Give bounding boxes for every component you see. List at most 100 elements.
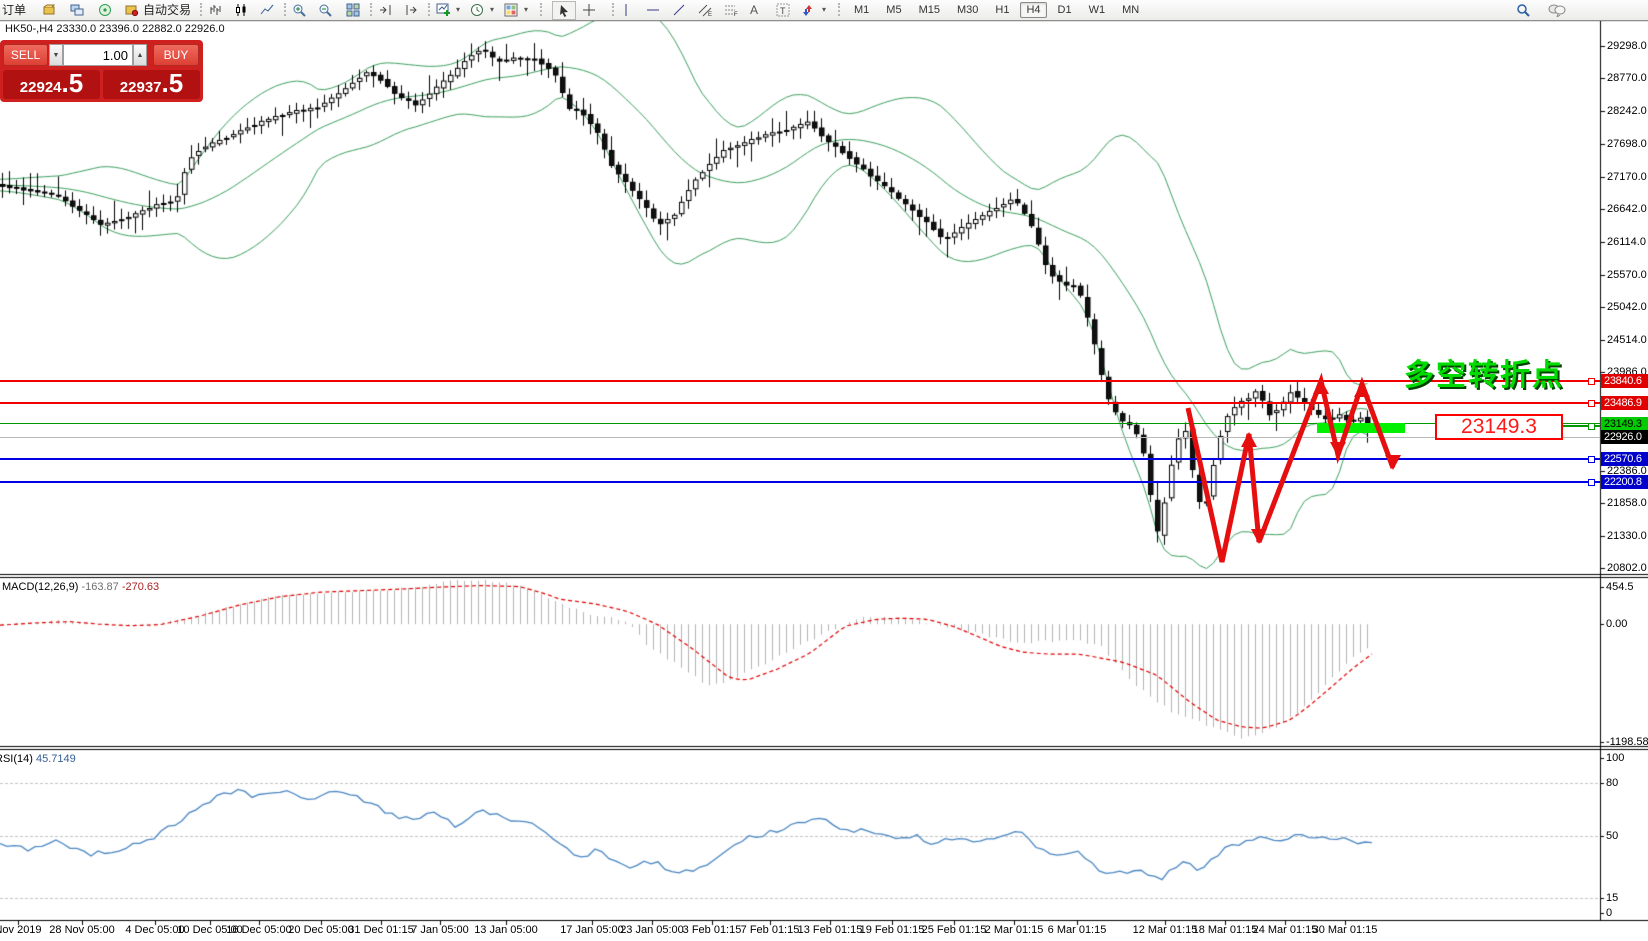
one-click-trading-panel: SELL ▼ ▲ BUY 22924.5 22937.5 bbox=[0, 40, 203, 102]
macd-value-main: -163.87 bbox=[81, 581, 119, 593]
rsi-scale-label: 50 bbox=[1606, 830, 1619, 842]
hline-current-price[interactable] bbox=[0, 436, 1600, 438]
trendline-tool[interactable] bbox=[672, 1, 686, 18]
timeframe-h1[interactable]: H1 bbox=[995, 3, 1010, 16]
autotrade-button[interactable]: 自动交易 bbox=[124, 1, 191, 18]
turning-point-annotation[interactable]: 多空转折点 bbox=[1404, 359, 1564, 392]
price-tick-label: 26642.0 bbox=[1607, 203, 1647, 216]
price-tick-label: 26114.0 bbox=[1607, 235, 1646, 248]
time-axis-label: 6 Mar 01:15 bbox=[1047, 924, 1107, 936]
sell-button[interactable]: SELL bbox=[3, 44, 48, 66]
price-callout[interactable]: 23149.3 bbox=[1435, 414, 1563, 440]
zoom-out-icon[interactable] bbox=[318, 1, 333, 18]
timeframe-m5[interactable]: M5 bbox=[886, 3, 902, 16]
hline-resistance-2[interactable] bbox=[0, 402, 1600, 405]
timeframe-d1[interactable]: D1 bbox=[1057, 3, 1072, 16]
timeframe-m15[interactable]: M15 bbox=[918, 3, 940, 16]
buy-price-dec: .5 bbox=[161, 68, 184, 98]
tile-windows-icon[interactable] bbox=[346, 1, 361, 18]
price-badge-current-price: 22926.0 bbox=[1601, 430, 1648, 445]
svg-text:T: T bbox=[780, 6, 786, 16]
search-icon[interactable] bbox=[1516, 1, 1531, 18]
price-tick-label: 29298.0 bbox=[1607, 40, 1647, 52]
price-tick-label: 22386.0 bbox=[1607, 464, 1647, 477]
time-axis-label: 19 Feb 01:15 bbox=[859, 924, 925, 936]
data-window-icon[interactable] bbox=[70, 1, 85, 18]
candlestick-mode-icon[interactable] bbox=[234, 1, 248, 18]
timeframe-m30[interactable]: M30 bbox=[956, 3, 979, 16]
timeframe-w1[interactable]: W1 bbox=[1088, 3, 1106, 16]
line-chart-mode-icon[interactable] bbox=[260, 1, 274, 18]
horizontal-line-tool[interactable] bbox=[646, 1, 660, 18]
add-indicator-caret[interactable]: ▾ bbox=[455, 5, 460, 14]
rsi-scale-label: 0 bbox=[1606, 907, 1613, 919]
rsi-scale-label: 80 bbox=[1606, 776, 1619, 789]
price-tick-label: 24514.0 bbox=[1607, 333, 1647, 346]
bar-chart-mode-icon[interactable] bbox=[208, 1, 222, 18]
cursor-tool[interactable] bbox=[552, 1, 576, 20]
periods-caret[interactable]: ▾ bbox=[489, 5, 494, 14]
autotrade-label: 自动交易 bbox=[143, 3, 192, 17]
volume-increase-button[interactable]: ▲ bbox=[133, 44, 147, 66]
line-handle-resistance-1[interactable] bbox=[1588, 377, 1595, 385]
timeframe-m1[interactable]: M1 bbox=[854, 3, 870, 16]
template-icon[interactable] bbox=[504, 1, 519, 18]
market-watch-icon[interactable] bbox=[42, 1, 57, 18]
green-highlight-bar[interactable] bbox=[1317, 423, 1405, 433]
price-tick-label: 28770.0 bbox=[1607, 72, 1647, 85]
timeframe-h4[interactable]: H4 bbox=[1020, 1, 1047, 18]
time-axis-label: 25 Feb 01:15 bbox=[921, 924, 987, 936]
time-axis-label: 12 Mar 01:15 bbox=[1132, 924, 1198, 936]
new-order-button[interactable]: 订单 bbox=[2, 3, 27, 17]
price-badge-resistance-2: 23486.9 bbox=[1601, 396, 1648, 411]
hline-support-2[interactable] bbox=[0, 481, 1600, 484]
buy-button[interactable]: BUY bbox=[153, 44, 199, 66]
periods-icon[interactable] bbox=[470, 1, 485, 18]
zoom-in-icon[interactable] bbox=[292, 1, 307, 18]
hline-support-1[interactable] bbox=[0, 458, 1600, 461]
price-tick-label: 21858.0 bbox=[1607, 497, 1647, 510]
price-tick-label: 27698.0 bbox=[1607, 138, 1647, 151]
template-caret[interactable]: ▾ bbox=[523, 5, 528, 14]
hline-resistance-1[interactable] bbox=[0, 380, 1600, 383]
sell-price-int: 22924 bbox=[19, 79, 62, 96]
text-label-tool[interactable]: T bbox=[776, 1, 791, 18]
time-axis-label: 18 Mar 01:15 bbox=[1192, 924, 1258, 936]
chart-shift-icon[interactable] bbox=[404, 1, 419, 18]
line-handle-support-1[interactable] bbox=[1588, 455, 1595, 463]
line-handle-callout[interactable] bbox=[1588, 422, 1595, 430]
timeframe-mn[interactable]: MN bbox=[1122, 3, 1140, 16]
fibonacci-tool[interactable]: F bbox=[724, 1, 739, 18]
auto-scroll-icon[interactable] bbox=[378, 1, 393, 18]
channel-tool[interactable]: E bbox=[698, 1, 713, 18]
vertical-line-tool[interactable] bbox=[620, 1, 632, 18]
main-toolbar: 订单 自动交易 ▾ ▾ ▾ bbox=[0, 0, 1648, 21]
crosshair-tool[interactable] bbox=[582, 1, 596, 18]
macd-label: MACD(12,26,9) -163.87 -270.63 bbox=[2, 581, 159, 593]
time-axis-label: 17 Jan 05:00 bbox=[560, 924, 624, 936]
price-tick-label: 20802.0 bbox=[1607, 561, 1647, 574]
navigator-icon[interactable] bbox=[98, 1, 113, 18]
rsi-value: 45.7149 bbox=[35, 753, 76, 765]
line-handle-support-2[interactable] bbox=[1588, 478, 1595, 486]
macd-scale-label: 0.00 bbox=[1606, 618, 1628, 631]
buy-price-int: 22937 bbox=[119, 79, 162, 96]
rsi-label: RSI(14) 45.7149 bbox=[0, 753, 76, 765]
volume-input[interactable] bbox=[63, 44, 133, 66]
time-axis-label: 24 Mar 01:15 bbox=[1252, 924, 1318, 936]
add-indicator-icon[interactable] bbox=[436, 1, 452, 18]
line-handle-resistance-2[interactable] bbox=[1588, 399, 1595, 407]
svg-text:F: F bbox=[734, 12, 738, 17]
chat-icon[interactable] bbox=[1548, 1, 1566, 18]
buy-price[interactable]: 22937.5 bbox=[103, 70, 200, 99]
macd-scale-label: -1198.58 bbox=[1606, 736, 1648, 748]
arrows-caret[interactable]: ▾ bbox=[821, 5, 826, 14]
volume-decrease-button[interactable]: ▼ bbox=[49, 44, 63, 66]
arrows-tool[interactable] bbox=[802, 1, 816, 18]
hline-pivot-green[interactable] bbox=[0, 423, 1600, 425]
price-badge-resistance-1: 23840.6 bbox=[1601, 374, 1648, 389]
sell-price[interactable]: 22924.5 bbox=[3, 70, 100, 99]
text-tool[interactable]: A bbox=[750, 2, 759, 17]
